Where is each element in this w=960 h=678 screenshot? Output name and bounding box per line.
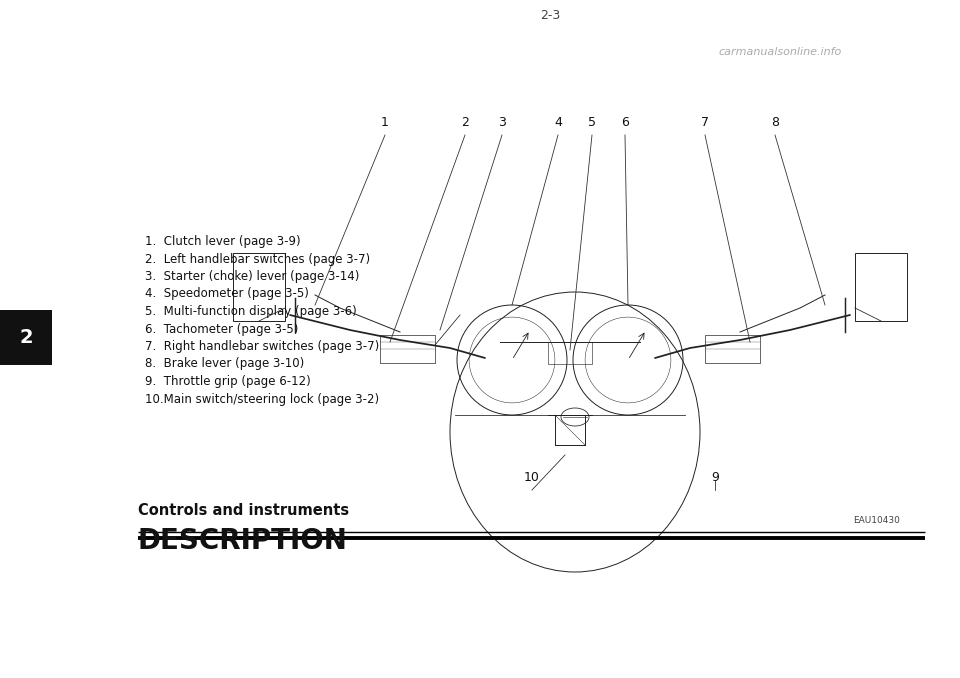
Text: 5.  Multi-function display (page 3-6): 5. Multi-function display (page 3-6) (145, 305, 357, 318)
Text: 2-3: 2-3 (540, 9, 560, 22)
Text: 3.  Starter (choke) lever (page 3-14): 3. Starter (choke) lever (page 3-14) (145, 270, 359, 283)
Text: 2: 2 (19, 328, 33, 347)
Text: DESCRIPTION: DESCRIPTION (138, 527, 348, 555)
Text: 8: 8 (771, 116, 779, 129)
Bar (233, 253, 285, 321)
Text: 1.  Clutch lever (page 3-9): 1. Clutch lever (page 3-9) (145, 235, 300, 248)
Text: 7.  Right handlebar switches (page 3-7): 7. Right handlebar switches (page 3-7) (145, 340, 379, 353)
Text: 2: 2 (461, 116, 468, 129)
Text: 10: 10 (524, 471, 540, 484)
Text: 2.  Left handlebar switches (page 3-7): 2. Left handlebar switches (page 3-7) (145, 252, 371, 266)
Bar (705, 335, 760, 363)
Text: 9: 9 (711, 471, 719, 484)
Text: Controls and instruments: Controls and instruments (138, 503, 349, 518)
Text: 4.  Speedometer (page 3-5): 4. Speedometer (page 3-5) (145, 287, 309, 300)
Text: 3: 3 (498, 116, 506, 129)
Bar (855, 253, 907, 321)
Text: 5: 5 (588, 116, 596, 129)
Text: 10.Main switch/steering lock (page 3-2): 10.Main switch/steering lock (page 3-2) (145, 393, 379, 405)
Text: 6.  Tachometer (page 3-5): 6. Tachometer (page 3-5) (145, 323, 299, 336)
Text: 7: 7 (701, 116, 709, 129)
Text: 4: 4 (554, 116, 562, 129)
Text: EAU10430: EAU10430 (853, 516, 900, 525)
Text: 9.  Throttle grip (page 6-12): 9. Throttle grip (page 6-12) (145, 375, 311, 388)
Text: 6: 6 (621, 116, 629, 129)
Text: 8.  Brake lever (page 3-10): 8. Brake lever (page 3-10) (145, 357, 304, 370)
Bar (380, 335, 435, 363)
Text: 1: 1 (381, 116, 389, 129)
Bar (548, 342, 592, 364)
Bar (0, 310, 52, 365)
Text: carmanualsonline.info: carmanualsonline.info (718, 47, 842, 57)
